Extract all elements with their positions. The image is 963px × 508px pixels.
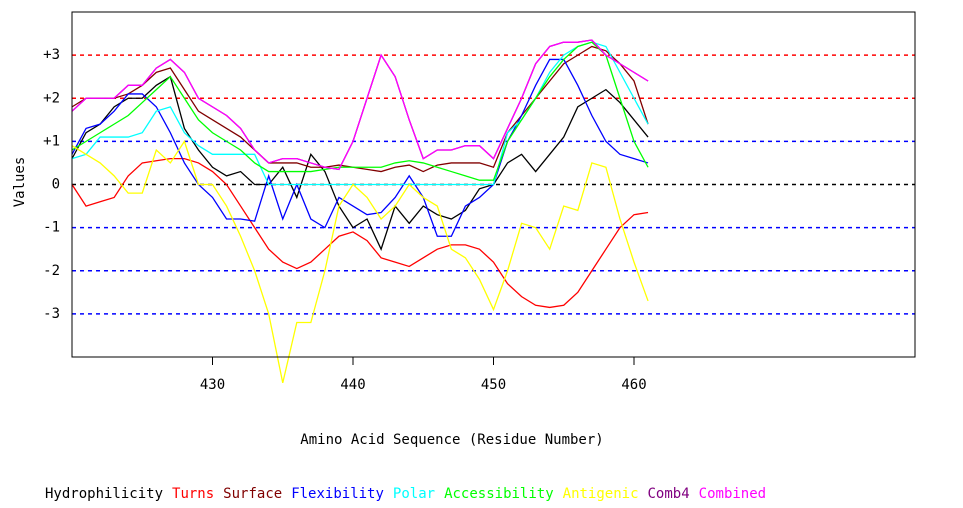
series-line — [71, 45, 649, 173]
legend-entry: Surface — [223, 486, 282, 502]
series-line — [71, 58, 649, 237]
x-axis-label: Amino Acid Sequence (Residue Number) — [300, 432, 603, 448]
x-tick-label: 460 — [621, 377, 646, 393]
y-tick-label: 0 — [52, 177, 60, 193]
x-tick-label: 450 — [481, 377, 506, 393]
legend-entry: Turns — [172, 486, 214, 502]
series-line — [71, 75, 649, 251]
x-tick-label: 430 — [200, 377, 225, 393]
y-tick-label: +1 — [43, 133, 60, 149]
series-line — [71, 41, 649, 186]
legend-entry: Antigenic — [563, 486, 639, 502]
y-tick-label: -3 — [43, 306, 60, 322]
y-axis-label: Values — [12, 157, 28, 208]
series-line — [71, 41, 649, 181]
y-tick-label: -2 — [43, 263, 60, 279]
series-line — [71, 39, 649, 171]
legend-entry: Polar — [393, 486, 435, 502]
series-line — [71, 157, 649, 309]
legend-entry: Accessibility — [444, 486, 554, 502]
legend-entry: Hydrophilicity — [45, 486, 163, 502]
legend-entry: Comb4 — [648, 486, 690, 502]
y-tick-label: +3 — [43, 47, 60, 63]
legend-entry: Flexibility — [291, 486, 384, 502]
legend-entry: Combined — [699, 486, 766, 502]
y-tick-label: +2 — [43, 90, 60, 106]
series-line — [71, 139, 649, 384]
y-tick-label: -1 — [43, 220, 60, 236]
plot-border — [71, 11, 916, 358]
x-tick-label: 440 — [340, 377, 365, 393]
